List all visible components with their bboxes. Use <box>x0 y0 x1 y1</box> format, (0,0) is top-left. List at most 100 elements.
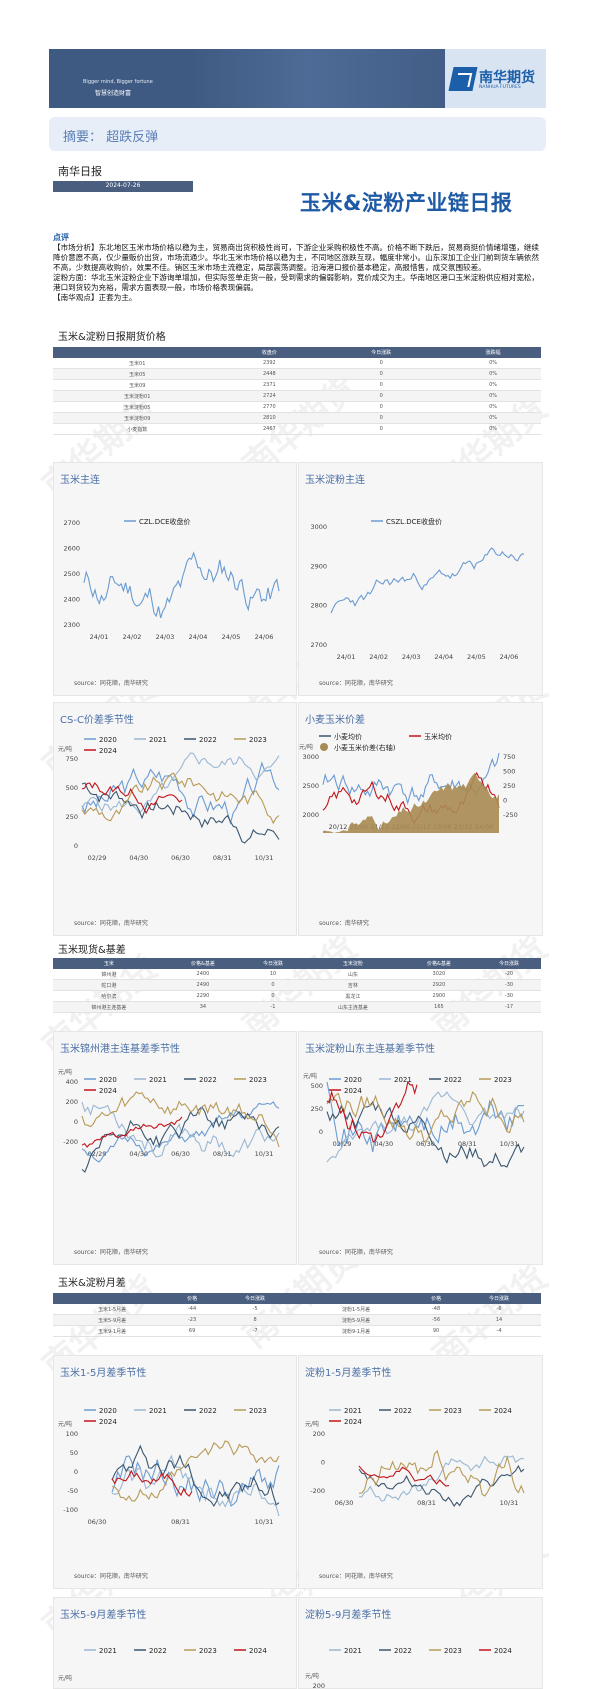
series-line <box>326 1080 418 1143</box>
y-tick-label: 250 <box>66 813 78 821</box>
y2-tick-label: 250 <box>503 782 515 790</box>
banner-slogan-en: Bigger mind, Bigger fortune <box>83 79 153 85</box>
logo-text-en: NANHUA FUTURES <box>479 85 521 90</box>
axis-unit: 元/吨 <box>58 745 72 753</box>
table-cell: 淀粉9-1月差 <box>296 1325 416 1337</box>
legend-label: 2023 <box>444 1647 462 1655</box>
y-tick-label: 2700 <box>310 641 327 649</box>
x-tick-label: 02/29 <box>88 1150 107 1158</box>
x-tick-label: 24/04 <box>434 653 453 661</box>
table-cell: -56 <box>415 1314 458 1326</box>
x-tick-label: 24/02 <box>369 653 388 661</box>
table-cell: 哈尔滨 <box>53 990 165 1002</box>
series-line <box>81 782 183 815</box>
x-tick-label: 24/02 <box>123 633 142 641</box>
table-row: 锦州港 2400 10 山东 3020 -20 <box>53 969 541 980</box>
y-tick-label: 0 <box>74 1118 78 1126</box>
chart-panel-cs-c-spread: CS-C价差季节性 元/吨 750 500 250 0 02/29 04/30 06/30 08… <box>53 702 297 936</box>
table-header-row: 收盘价 今日涨跌 涨跌幅 <box>53 347 541 358</box>
y-tick-label: 750 <box>66 755 78 763</box>
spot-table-title: 玉米现货&基差 <box>58 945 126 956</box>
table-row: 玉米淀粉05 2770 0 0% <box>53 401 541 413</box>
series-line <box>330 547 525 614</box>
series-line <box>358 1449 525 1497</box>
chart-title: 玉米淀粉主连 <box>305 475 365 486</box>
table-cell: 0% <box>445 368 541 380</box>
legend-label: 2021 <box>149 1076 167 1084</box>
table-cell: -17 <box>477 1001 541 1013</box>
series-line <box>326 1091 525 1163</box>
table-cell: 玉米淀粉05 <box>53 401 222 413</box>
chart-panel-corn-1-5: 玉米1-5月差季节性 元/吨 100 50 0 -50 -100 06/30 08/31 10/… <box>53 1355 297 1589</box>
y-tick-label: 200 <box>313 1682 325 1688</box>
x-tick-label: 24/05 <box>467 653 486 661</box>
table-cell: 0 <box>317 390 446 402</box>
series-line <box>83 551 280 619</box>
table-header-cell: 收盘价 <box>221 347 318 358</box>
legend-label: CZL.DCE收盘价 <box>139 517 191 526</box>
table-cell: 0 <box>317 358 446 369</box>
legend-label: 2020 <box>99 1076 117 1084</box>
legend-label: 2021 <box>149 1407 167 1415</box>
table-cell: 0 <box>317 423 446 435</box>
table-cell: 2290 <box>164 990 242 1002</box>
summary-box: 摘要： 超跌反弹 <box>49 117 546 151</box>
legend-label: 2021 <box>149 736 167 744</box>
legend-label: 2021 <box>99 1647 117 1655</box>
series-line <box>81 782 280 844</box>
table-cell: 玉米淀粉01 <box>53 390 222 402</box>
table-cell: 锦州港主连基差 <box>53 1001 165 1013</box>
table-cell: 蛇口港 <box>53 979 165 991</box>
table-header-cell: 价格 <box>171 1293 214 1304</box>
legend-label: 小麦玉米价差(右轴) <box>334 743 396 752</box>
x-tick-label: 08/31 <box>458 1140 477 1148</box>
chart-source: source：同花顺，南华研究 <box>74 1573 148 1580</box>
company-logo: 南华期货 NANHUA FUTURES <box>445 49 546 108</box>
y-tick-label: 3000 <box>302 753 319 761</box>
legend-label: 2024 <box>344 1418 362 1426</box>
legend-label: 2023 <box>494 1076 512 1084</box>
chart-source: source：同花顺，南华研究 <box>319 1573 393 1580</box>
table-cell: -5 <box>213 1304 297 1315</box>
chart-corn-5-9-spread: 元/吨 2021 2022 2023 2024 <box>58 1647 267 1682</box>
y-tick-label: 2800 <box>310 602 327 610</box>
table-cell: 34 <box>164 1001 242 1013</box>
legend-label: 2022 <box>394 1407 412 1415</box>
series-line <box>358 1464 525 1507</box>
table-row: 锦州港主连基差 34 -1 山东主连基差 165 -17 <box>53 1001 541 1013</box>
spot-basis-table: 玉米 价格&基差 今日涨跌 玉米淀粉 价格&基差 今日涨跌 锦州港 2400 10 山东 3020-… <box>53 958 541 1013</box>
table-cell: 2448 <box>221 368 318 380</box>
legend-label: 玉米均价 <box>424 732 452 741</box>
y-tick-label: 500 <box>311 1082 323 1090</box>
table-header-cell <box>296 1293 416 1304</box>
banner-decoration <box>189 49 489 108</box>
series-line <box>358 1465 450 1487</box>
chart-title: 小麦玉米价差 <box>305 715 365 726</box>
table-row: 玉米05 2448 0 0% <box>53 368 541 380</box>
x-tick-label: 06/30 <box>171 854 190 862</box>
report-date-bar: 2024-07-26 <box>53 181 193 192</box>
chart-jinzhou-basis: 元/吨 400 200 0 -200 02/29 04/30 06/30 08/31 10/31 2… <box>58 1068 280 1173</box>
x-tick-label: 06/30 <box>171 1150 190 1158</box>
table-cell: 2371 <box>221 379 318 391</box>
table-cell: -30 <box>477 990 541 1002</box>
series-line <box>111 1455 280 1507</box>
comment-market: 【市场分析】东北地区玉米市场价格以稳为主，贸易商出货积极性尚可，下游企业采购积极… <box>53 243 539 272</box>
table-cell: -23 <box>171 1314 214 1326</box>
table-header-cell: 今日涨跌 <box>241 958 305 969</box>
table-row: 玉米1-5月差 -44 -5 淀粉1-5月差 -48 -6 <box>53 1304 541 1315</box>
table-cell: 玉米淀粉09 <box>53 412 222 424</box>
legend-label: 小麦均价 <box>334 732 362 741</box>
table-header-cell: 玉米 <box>53 958 165 969</box>
table-cell: 玉米9-1月差 <box>53 1325 172 1337</box>
y-tick-label: 0 <box>321 1459 325 1467</box>
logo-text-cn: 南华期货 <box>479 70 535 86</box>
chart-starch-5-9-spread: 元/吨 200 2021 2022 2023 2024 <box>305 1647 512 1688</box>
y2-tick-label: 0 <box>503 797 507 805</box>
report-date: 2024-07-26 <box>105 182 141 189</box>
legend-label: 2020 <box>344 1076 362 1084</box>
futures-table-title: 玉米&淀粉日报期货价格 <box>58 332 166 343</box>
table-cell: 0 <box>241 979 305 991</box>
table-cell: 0 <box>317 401 446 413</box>
y-tick-label: -200 <box>63 1138 78 1146</box>
